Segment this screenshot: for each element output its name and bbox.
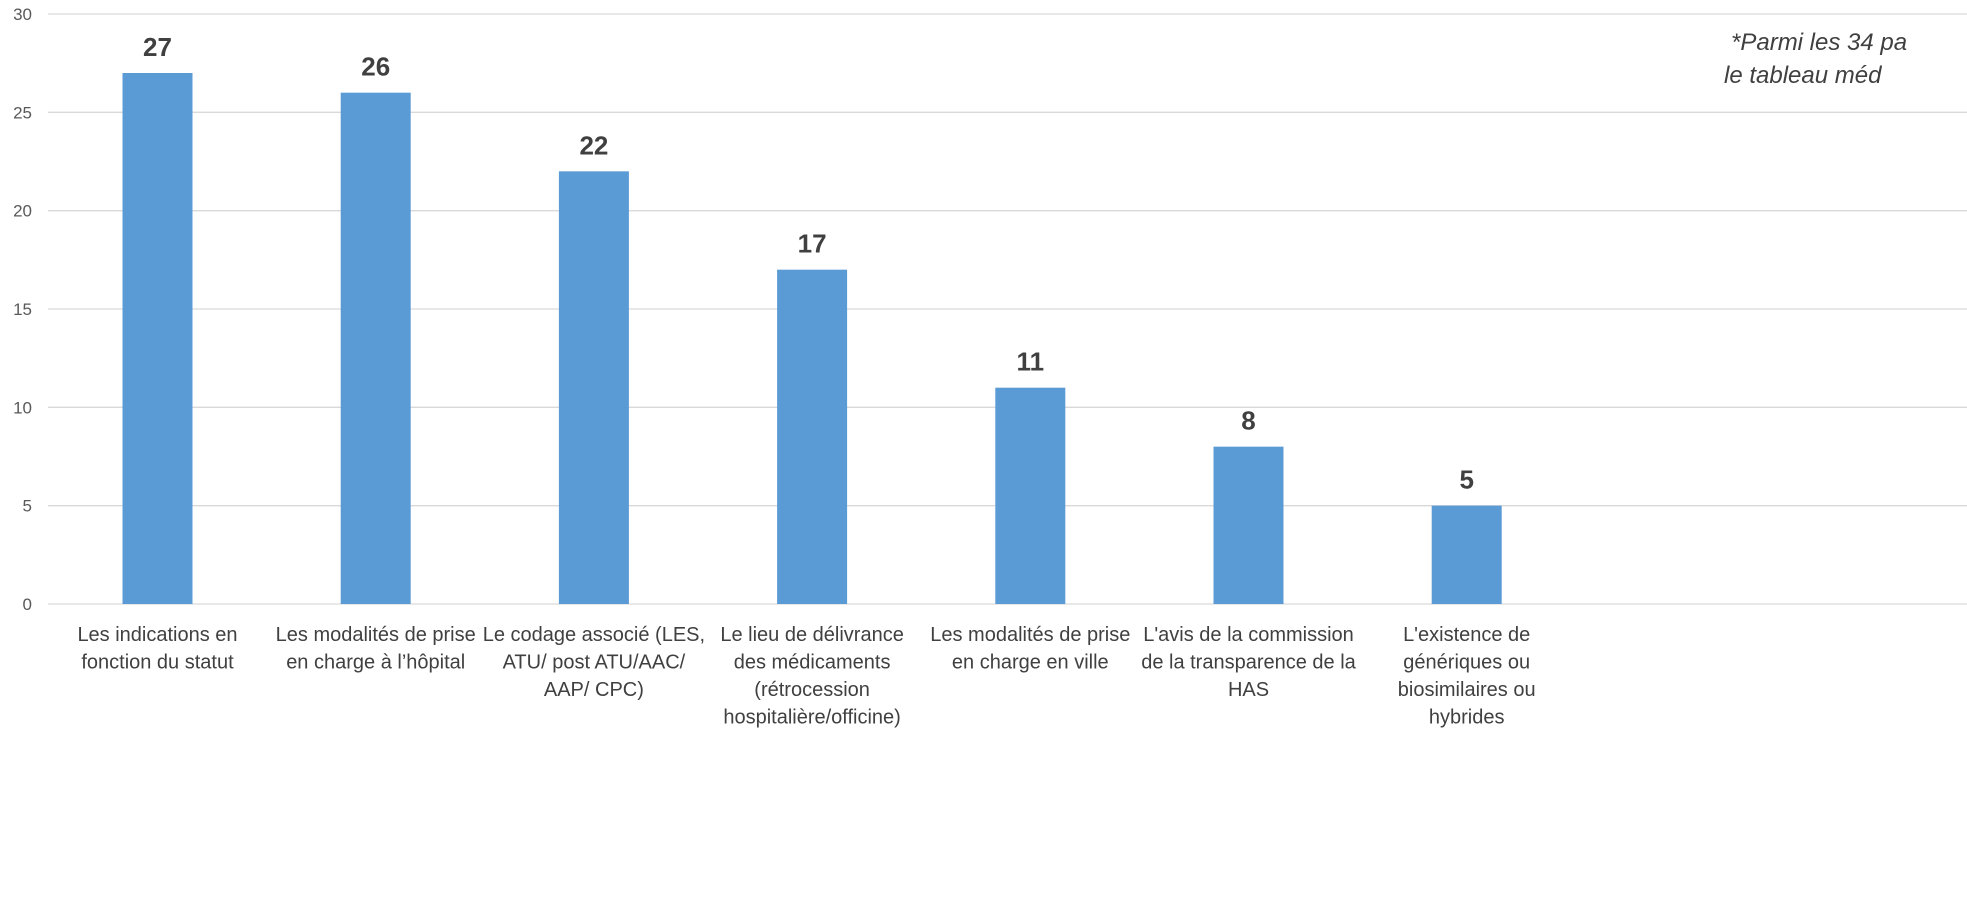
y-tick-label: 10 — [13, 398, 32, 417]
y-tick-label: 30 — [13, 5, 32, 24]
y-tick-label: 5 — [23, 497, 32, 516]
data-label: 22 — [579, 130, 608, 160]
bar — [1431, 505, 1502, 604]
annotation-line-1: *Parmi les 34 pa — [1731, 29, 1907, 56]
data-label: 27 — [143, 32, 172, 62]
x-tick-label: L'avis de la commission de la transparenc… — [1141, 624, 1356, 701]
data-label: 17 — [798, 229, 827, 259]
x-tick-label: Le lieu de délivrance des médicaments (rét… — [720, 624, 903, 729]
bar — [122, 73, 193, 604]
bars — [122, 73, 1502, 605]
data-labels: 27 26 22 17 11 8 5 — [143, 32, 1474, 495]
y-axis-ticks: 0 5 10 15 20 25 30 — [13, 5, 32, 614]
data-label: 11 — [1017, 347, 1045, 377]
y-tick-label: 25 — [13, 103, 32, 122]
x-tick-label: Les modalités de prise en charge à l’hôpi… — [276, 624, 476, 674]
annotation-line-2: le tableau méd — [1724, 62, 1882, 89]
x-tick-label: Les modalités de prise en charge en ville — [930, 624, 1130, 674]
x-tick-label: Les indications en fonction du statut — [77, 624, 237, 674]
data-label: 8 — [1241, 406, 1255, 436]
bar — [1213, 446, 1284, 604]
bar — [777, 269, 848, 604]
y-tick-label: 20 — [13, 202, 32, 221]
bar — [340, 92, 411, 605]
y-tick-label: 15 — [13, 300, 32, 319]
y-tick-label: 0 — [23, 595, 32, 614]
data-label: 26 — [361, 52, 390, 82]
bar — [995, 387, 1066, 604]
x-tick-label: L'existence de génériques ou biosimilaires… — [1398, 624, 1536, 729]
bar — [558, 171, 629, 605]
x-axis-labels: Les indications en fonction du statut Les … — [77, 624, 1535, 729]
x-tick-label: Le codage associé (LES, ATU/ post ATU/AAC… — [483, 624, 705, 701]
data-label: 5 — [1459, 465, 1473, 495]
